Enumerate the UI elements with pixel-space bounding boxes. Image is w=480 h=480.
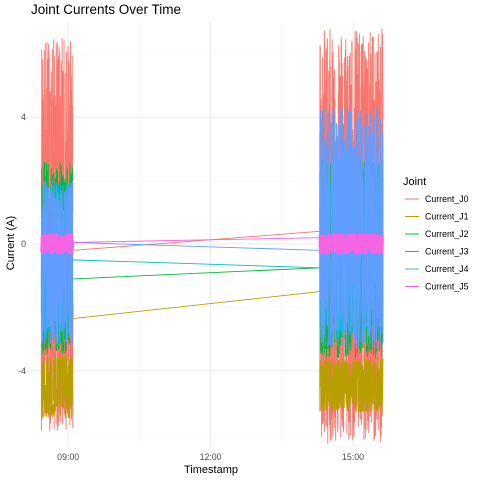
- legend-label: Current_J3: [425, 247, 469, 257]
- legend-label: Current_J1: [425, 212, 469, 222]
- x-tick-label: 09:00: [57, 452, 79, 462]
- legend-label: Current_J0: [425, 194, 469, 204]
- legend-item: Current_J0: [405, 194, 469, 204]
- series-gap-connector: [72, 237, 320, 243]
- y-tick-label: 4: [21, 112, 26, 122]
- legend-item: Current_J2: [405, 229, 469, 239]
- series-line-afternoon: [319, 28, 384, 445]
- series-Current_J5: [40, 233, 384, 255]
- legend: Joint Current_J0 Current_J1 Current_J2 Curr…: [403, 176, 469, 292]
- y-axis-ticks: -4 0 4: [18, 112, 26, 376]
- chart-title: Joint Currents Over Time: [31, 2, 181, 17]
- y-tick-label: 0: [21, 239, 26, 249]
- series-gap-connector: [72, 291, 320, 319]
- legend-item: Current_J3: [405, 247, 469, 257]
- series-gap-connector: [72, 241, 320, 251]
- x-axis-ticks: 09:00 12:00 15:00: [57, 452, 364, 462]
- series-line-morning: [40, 233, 74, 255]
- series-line-afternoon: [318, 233, 384, 255]
- series-gap-connector: [72, 267, 320, 280]
- legend-label: Current_J4: [425, 264, 469, 274]
- x-tick-label: 12:00: [200, 452, 222, 462]
- legend-label: Current_J2: [425, 229, 469, 239]
- legend-item: Current_J5: [405, 282, 469, 292]
- series-line-afternoon: [319, 357, 384, 413]
- x-axis-title: Timestamp: [184, 464, 238, 476]
- series-Current_J1: [40, 291, 384, 419]
- series-gap-connector: [72, 230, 320, 251]
- legend-label: Current_J5: [425, 282, 469, 292]
- x-tick-label: 15:00: [342, 452, 364, 462]
- series-line-morning: [40, 180, 74, 346]
- series-Current_J4: [40, 107, 384, 349]
- data-marks: [40, 28, 384, 445]
- y-axis-title: Current (A): [5, 216, 17, 270]
- series-gap-connector: [72, 259, 320, 269]
- series-line-morning: [40, 354, 74, 419]
- legend-title: Joint: [403, 176, 426, 188]
- legend-item: Current_J4: [405, 264, 469, 274]
- series-line-afternoon: [319, 107, 384, 349]
- legend-item: Current_J1: [405, 212, 469, 222]
- y-tick-label: -4: [18, 366, 26, 376]
